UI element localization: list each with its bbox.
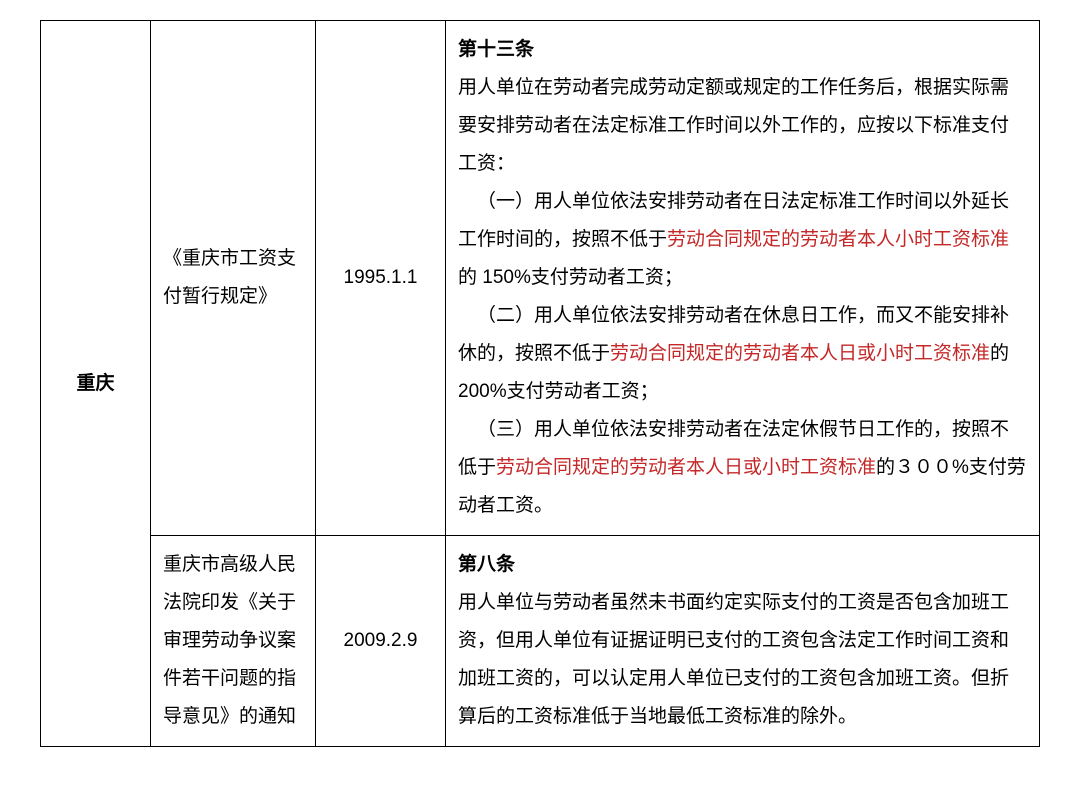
paragraph: 用人单位在劳动者完成劳动定额或规定的工作任务后，根据实际需要安排劳动者在法定标准… — [458, 69, 1027, 183]
date-cell: 2009.2.9 — [316, 536, 446, 747]
region-cell: 重庆 — [41, 21, 151, 747]
highlight-text: 劳动合同规定的劳动者本人小时工资标准 — [667, 229, 1009, 250]
paragraph: 用人单位与劳动者虽然未书面约定实际支付的工资是否包含加班工资，但用人单位有证据证… — [458, 584, 1027, 736]
article-title: 第八条 — [458, 546, 1027, 584]
content-cell: 第八条 用人单位与劳动者虽然未书面约定实际支付的工资是否包含加班工资，但用人单位… — [446, 536, 1040, 747]
document-cell: 重庆市高级人民法院印发《关于审理劳动争议案件若干问题的指导意见》的通知 — [151, 536, 316, 747]
article-title: 第十三条 — [458, 31, 1027, 69]
document-cell: 《重庆市工资支付暂行规定》 — [151, 21, 316, 536]
document-title: 《重庆市工资支付暂行规定》 — [163, 248, 296, 307]
item-text: 的 150%支付劳动者工资； — [458, 267, 683, 288]
document-title: 重庆市高级人民法院印发《关于审理劳动争议案件若干问题的指导意见》的通知 — [163, 554, 296, 727]
region-name: 重庆 — [76, 373, 114, 394]
content-cell: 第十三条 用人单位在劳动者完成劳动定额或规定的工作任务后，根据实际需要安排劳动者… — [446, 21, 1040, 536]
item-3: （三）用人单位依法安排劳动者在法定休假节日工作的，按照不低于劳动合同规定的劳动者… — [458, 411, 1027, 525]
highlight-text: 劳动合同规定的劳动者本人日或小时工资标准 — [496, 457, 876, 478]
table-row: 重庆市高级人民法院印发《关于审理劳动争议案件若干问题的指导意见》的通知 2009… — [41, 536, 1040, 747]
date-value: 1995.1.1 — [344, 267, 418, 288]
regulation-table: 重庆 《重庆市工资支付暂行规定》 1995.1.1 第十三条 用人单位在劳动者完… — [40, 20, 1040, 747]
highlight-text: 劳动合同规定的劳动者本人日或小时工资标准 — [610, 343, 990, 364]
item-2: （二）用人单位依法安排劳动者在休息日工作，而又不能安排补休的，按照不低于劳动合同… — [458, 297, 1027, 411]
date-value: 2009.2.9 — [344, 630, 418, 651]
date-cell: 1995.1.1 — [316, 21, 446, 536]
item-1: （一）用人单位依法安排劳动者在日法定标准工作时间以外延长工作时间的，按照不低于劳… — [458, 183, 1027, 297]
table-row: 重庆 《重庆市工资支付暂行规定》 1995.1.1 第十三条 用人单位在劳动者完… — [41, 21, 1040, 536]
